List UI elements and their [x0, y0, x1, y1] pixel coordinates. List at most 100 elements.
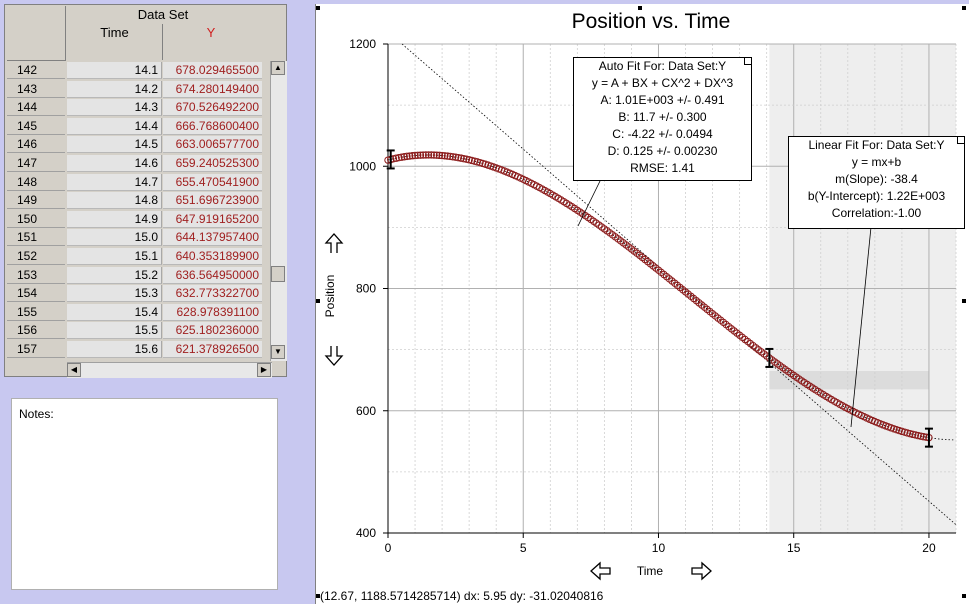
- data-point[interactable]: [465, 156, 473, 164]
- data-point[interactable]: [403, 152, 411, 161]
- y-cell[interactable]: 674.280149400: [163, 80, 262, 98]
- y-cell[interactable]: 644.137957400: [163, 229, 262, 247]
- data-point[interactable]: [914, 431, 922, 440]
- time-cell[interactable]: 14.8: [67, 192, 162, 210]
- table-row[interactable]: 145 14.4 666.768600400: [5, 117, 288, 136]
- time-cell[interactable]: 15.6: [67, 341, 162, 358]
- data-point[interactable]: [416, 151, 425, 159]
- x-scroll-left-icon[interactable]: [590, 561, 611, 581]
- data-point[interactable]: [454, 153, 463, 162]
- data-point[interactable]: [397, 153, 406, 161]
- table-row[interactable]: 148 14.7 655.470541900: [5, 173, 288, 192]
- y-cell[interactable]: 628.978391100: [163, 303, 262, 321]
- time-cell[interactable]: 14.1: [67, 62, 162, 79]
- time-cell[interactable]: 15.4: [67, 303, 162, 321]
- y-cell[interactable]: 666.768600400: [163, 117, 262, 135]
- table-row[interactable]: 153 15.2 636.564950000: [5, 266, 288, 285]
- table-row[interactable]: 142 14.1 678.029465500: [5, 62, 288, 80]
- data-point[interactable]: [427, 151, 435, 159]
- y-cell[interactable]: 651.696723900: [163, 192, 262, 210]
- table-row[interactable]: 152 15.1 640.353189900: [5, 248, 288, 266]
- table-row[interactable]: 147 14.6 659.240525300: [5, 155, 288, 173]
- table-row[interactable]: 151 15.0 644.137957400: [5, 229, 288, 247]
- data-point[interactable]: [443, 152, 452, 160]
- data-point[interactable]: [395, 153, 403, 162]
- time-cell[interactable]: 14.3: [67, 99, 162, 117]
- row-number[interactable]: 143: [7, 80, 65, 98]
- data-point[interactable]: [911, 431, 920, 439]
- row-number[interactable]: 147: [7, 155, 65, 172]
- y-cell[interactable]: 632.773322700: [163, 285, 262, 303]
- y-column-header[interactable]: Y: [163, 24, 259, 60]
- auto-fit-box[interactable]: Auto Fit For: Data Set:Y y = A + BX + CX…: [573, 57, 752, 181]
- data-point[interactable]: [446, 152, 454, 161]
- linear-fit-box[interactable]: Linear Fit For: Data Set:Y y = mx+b m(Sl…: [788, 136, 965, 229]
- row-number[interactable]: 142: [7, 62, 65, 79]
- resize-handle[interactable]: [316, 299, 320, 303]
- resize-handle[interactable]: [316, 6, 320, 10]
- time-cell[interactable]: 15.0: [67, 229, 162, 247]
- vertical-scrollbar[interactable]: ▲ ▼: [270, 61, 287, 361]
- row-number[interactable]: 148: [7, 173, 65, 191]
- data-point[interactable]: [405, 152, 414, 160]
- time-cell[interactable]: 14.4: [67, 117, 162, 135]
- data-point[interactable]: [438, 151, 446, 160]
- scroll-up-icon[interactable]: ▲: [271, 61, 285, 75]
- data-point[interactable]: [462, 155, 471, 163]
- data-point[interactable]: [392, 154, 400, 162]
- time-cell[interactable]: 15.5: [67, 322, 162, 340]
- graph-panel[interactable]: 0 5 10 15 20 400 600 800 1000 1200 Position vs. T…: [315, 4, 969, 604]
- data-point[interactable]: [449, 153, 457, 161]
- data-point[interactable]: [400, 153, 408, 161]
- data-point[interactable]: [451, 153, 460, 161]
- time-cell[interactable]: 14.2: [67, 80, 162, 98]
- y-cell[interactable]: 670.526492200: [163, 99, 262, 117]
- horizontal-scrollbar[interactable]: ◀ ▶: [67, 362, 272, 378]
- data-point[interactable]: [430, 151, 438, 159]
- table-row[interactable]: 156 15.5 625.180236000: [5, 322, 288, 340]
- y-cell[interactable]: 659.240525300: [163, 155, 262, 172]
- data-point[interactable]: [411, 151, 419, 160]
- table-row[interactable]: 157 15.6 621.378926500: [5, 341, 288, 359]
- row-number[interactable]: 150: [7, 210, 65, 228]
- time-cell[interactable]: 15.2: [67, 266, 162, 284]
- table-row[interactable]: 150 14.9 647.919165200: [5, 210, 288, 229]
- y-zoom-down-icon[interactable]: [324, 346, 344, 366]
- y-zoom-up-icon[interactable]: [324, 233, 344, 253]
- table-row[interactable]: 149 14.8 651.696723900: [5, 192, 288, 210]
- resize-handle[interactable]: [962, 6, 966, 10]
- notes-panel[interactable]: Notes:: [11, 398, 278, 590]
- row-number[interactable]: 156: [7, 322, 65, 340]
- table-row[interactable]: 154 15.3 632.773322700: [5, 285, 288, 303]
- linear-fit-close-icon[interactable]: [957, 136, 965, 144]
- table-row[interactable]: 144 14.3 670.526492200: [5, 99, 288, 117]
- time-column-header[interactable]: Time: [67, 24, 163, 60]
- row-number[interactable]: 152: [7, 248, 65, 265]
- time-cell[interactable]: 15.3: [67, 285, 162, 303]
- row-number[interactable]: 149: [7, 192, 65, 210]
- data-point[interactable]: [432, 151, 441, 159]
- time-cell[interactable]: 14.5: [67, 136, 162, 154]
- resize-handle[interactable]: [962, 594, 966, 598]
- row-number[interactable]: 151: [7, 229, 65, 247]
- table-row[interactable]: 146 14.5 663.006577700: [5, 136, 288, 154]
- row-number[interactable]: 153: [7, 266, 65, 284]
- row-number[interactable]: 144: [7, 99, 65, 117]
- y-cell[interactable]: 621.378926500: [163, 341, 262, 358]
- time-cell[interactable]: 14.9: [67, 210, 162, 228]
- data-point[interactable]: [424, 151, 433, 159]
- data-point[interactable]: [408, 152, 417, 160]
- auto-fit-close-icon[interactable]: [744, 57, 752, 65]
- resize-handle[interactable]: [638, 6, 642, 10]
- row-number[interactable]: 157: [7, 341, 65, 358]
- data-point[interactable]: [919, 432, 928, 441]
- scroll-right-icon[interactable]: ▶: [257, 363, 271, 377]
- row-number[interactable]: 154: [7, 285, 65, 303]
- scroll-down-icon[interactable]: ▼: [271, 345, 285, 359]
- data-point[interactable]: [457, 154, 465, 162]
- resize-handle[interactable]: [962, 299, 966, 303]
- y-cell[interactable]: 655.470541900: [163, 173, 262, 191]
- table-row[interactable]: 143 14.2 674.280149400: [5, 80, 288, 99]
- scroll-left-icon[interactable]: ◀: [67, 363, 81, 377]
- time-cell[interactable]: 14.6: [67, 155, 162, 172]
